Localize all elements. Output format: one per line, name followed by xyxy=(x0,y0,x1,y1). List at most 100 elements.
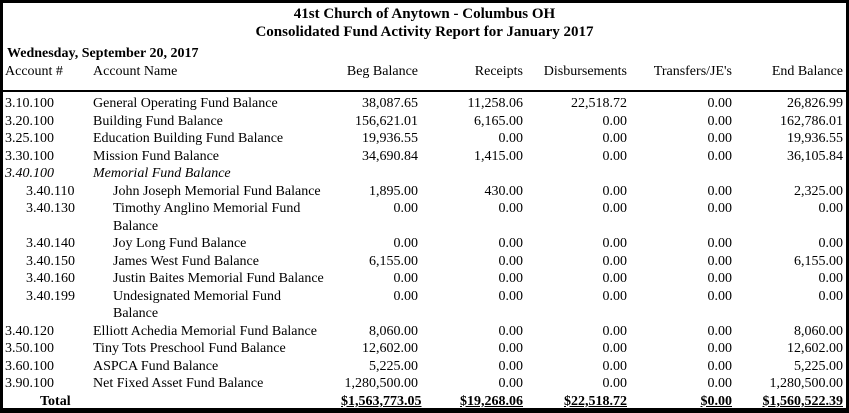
disbursements-cell: 22,518.72 xyxy=(571,96,627,111)
account-number-cell: 3.40.199 xyxy=(26,288,75,304)
account-name-cell: ASPCA Fund Balance xyxy=(93,358,219,374)
receipts-cell: 11,258.06 xyxy=(467,96,523,111)
account-number-cell: 3.40.130 xyxy=(26,201,75,216)
disbursements-cell: 0.00 xyxy=(602,323,628,339)
account-name-cell: General Operating Fund Balance xyxy=(93,96,278,111)
receipts-cell: 0.00 xyxy=(498,201,524,216)
receipts-cell: 430.00 xyxy=(484,183,524,199)
total-receipts: $19,268.06 xyxy=(460,393,523,409)
account-name-cell: John Joseph Memorial Fund Balance xyxy=(113,183,321,199)
transfers-cell: 0.00 xyxy=(707,288,733,304)
receipts-cell: 0.00 xyxy=(498,253,524,269)
transfers-cell: 0.00 xyxy=(707,148,733,164)
account-number-cell: 3.40.150 xyxy=(26,253,75,269)
table-row: 3.40.100 Memorial Fund Balance xyxy=(3,165,846,183)
transfers-cell: 0.00 xyxy=(707,376,733,391)
beg-balance-cell: 19,936.55 xyxy=(362,131,418,146)
disbursements-cell: 0.00 xyxy=(602,148,628,164)
account-name-cell: Undesignated Memorial Fund Balance xyxy=(113,288,281,322)
receipts-cell: 0.00 xyxy=(498,131,524,146)
account-number-cell: 3.40.120 xyxy=(5,323,54,339)
account-name-cell: Net Fixed Asset Fund Balance xyxy=(93,376,264,391)
report-header: 41st Church of Anytown - Columbus OH Con… xyxy=(3,3,846,41)
beg-balance-cell: 38,087.65 xyxy=(362,96,418,111)
disbursements-cell: 0.00 xyxy=(602,253,628,269)
column-header-disbursements: Disbursements xyxy=(543,64,627,79)
account-name-cell: Mission Fund Balance xyxy=(93,148,219,164)
account-name-cell: Elliott Achedia Memorial Fund Balance xyxy=(93,323,317,339)
beg-balance-cell: 0.00 xyxy=(393,288,419,304)
disbursements-cell: 0.00 xyxy=(602,113,628,129)
total-transfers: $0.00 xyxy=(700,393,733,409)
beg-balance-cell: 6,155.00 xyxy=(369,253,418,269)
transfers-cell: 0.00 xyxy=(707,341,733,356)
end-balance-cell: 36,105.84 xyxy=(787,148,843,164)
table-row: 3.40.140 Joy Long Fund Balance 0.00 0.00… xyxy=(3,235,846,253)
transfers-cell: 0.00 xyxy=(707,271,733,286)
end-balance-cell: 12,602.00 xyxy=(787,341,843,356)
end-balance-cell: 0.00 xyxy=(818,236,844,251)
account-number-cell: 3.50.100 xyxy=(5,341,54,356)
disbursements-cell: 0.00 xyxy=(602,288,628,304)
account-name-cell: Timothy Anglino Memorial Fund Balance xyxy=(113,201,301,234)
end-balance-cell: 1,280,500.00 xyxy=(769,376,844,391)
beg-balance-cell: 5,225.00 xyxy=(369,358,418,374)
account-name-cell: Joy Long Fund Balance xyxy=(113,236,247,251)
account-name-cell: Tiny Tots Preschool Fund Balance xyxy=(93,341,286,356)
total-disbursements: $22,518.72 xyxy=(564,393,627,409)
account-name-cell: Education Building Fund Balance xyxy=(93,131,284,146)
column-header-account-name: Account Name xyxy=(93,64,178,79)
account-number-cell: 3.30.100 xyxy=(5,148,54,164)
table-row: 3.25.100 Education Building Fund Balance… xyxy=(3,130,846,148)
report-title: 41st Church of Anytown - Columbus OH xyxy=(293,6,556,22)
total-row: Total $1,563,773.05 $19,268.06 $22,518.7… xyxy=(3,393,846,409)
account-name-cell: Justin Baites Memorial Fund Balance xyxy=(113,271,324,286)
column-header-beg-balance: Beg Balance xyxy=(346,64,418,79)
transfers-cell: 0.00 xyxy=(707,113,733,129)
transfers-cell: 0.00 xyxy=(707,183,733,199)
end-balance-cell: 6,155.00 xyxy=(794,253,843,269)
report-date: Wednesday, September 20, 2017 xyxy=(7,46,199,61)
transfers-cell: 0.00 xyxy=(707,323,733,339)
transfers-cell: 0.00 xyxy=(707,131,733,146)
transfers-cell: 0.00 xyxy=(707,201,733,216)
table-row: 3.30.100 Mission Fund Balance 34,690.84 … xyxy=(3,148,846,166)
account-number-cell: 3.20.100 xyxy=(5,113,54,129)
beg-balance-cell: 8,060.00 xyxy=(369,323,418,339)
total-end-balance: $1,560,522.39 xyxy=(762,393,844,409)
end-balance-cell: 19,936.55 xyxy=(787,131,843,146)
end-balance-cell: 26,826.99 xyxy=(787,96,843,111)
account-name-cell: Memorial Fund Balance xyxy=(93,166,231,181)
disbursements-cell: 0.00 xyxy=(602,183,628,199)
account-number-cell: 3.40.140 xyxy=(26,236,75,251)
receipts-cell: 0.00 xyxy=(498,236,524,251)
disbursements-cell: 0.00 xyxy=(602,131,628,146)
end-balance-cell: 5,225.00 xyxy=(794,358,843,374)
header-divider xyxy=(3,90,846,92)
table-row: 3.40.110 John Joseph Memorial Fund Balan… xyxy=(3,183,846,201)
account-number-cell: 3.60.100 xyxy=(5,358,54,374)
beg-balance-cell: 0.00 xyxy=(393,201,419,216)
table-row: 3.40.160 Justin Baites Memorial Fund Bal… xyxy=(3,270,846,288)
beg-balance-cell: 0.00 xyxy=(393,236,419,251)
transfers-cell: 0.00 xyxy=(707,358,733,374)
receipts-cell: 1,415.00 xyxy=(474,148,523,164)
end-balance-cell: 0.00 xyxy=(818,271,844,286)
account-name-cell: Building Fund Balance xyxy=(93,113,223,129)
beg-balance-cell: 156,621.01 xyxy=(355,113,418,129)
receipts-cell: 0.00 xyxy=(498,288,524,304)
beg-balance-cell: 34,690.84 xyxy=(362,148,418,164)
receipts-cell: 0.00 xyxy=(498,358,524,374)
account-number-cell: 3.90.100 xyxy=(5,376,54,391)
table-row: 3.40.199 Undesignated Memorial Fund Bala… xyxy=(3,288,846,323)
table-row: 3.40.120 Elliott Achedia Memorial Fund B… xyxy=(3,323,846,341)
table-row: 3.60.100 ASPCA Fund Balance 5,225.00 0.0… xyxy=(3,358,846,376)
beg-balance-cell: 12,602.00 xyxy=(362,341,418,356)
table-row: 3.90.100 Net Fixed Asset Fund Balance 1,… xyxy=(3,375,846,393)
disbursements-cell: 0.00 xyxy=(602,358,628,374)
beg-balance-cell: 0.00 xyxy=(393,271,419,286)
account-number-cell: 3.40.110 xyxy=(26,183,75,199)
report-subtitle: Consolidated Fund Activity Report for Ja… xyxy=(255,24,594,40)
end-balance-cell: 0.00 xyxy=(818,201,844,216)
